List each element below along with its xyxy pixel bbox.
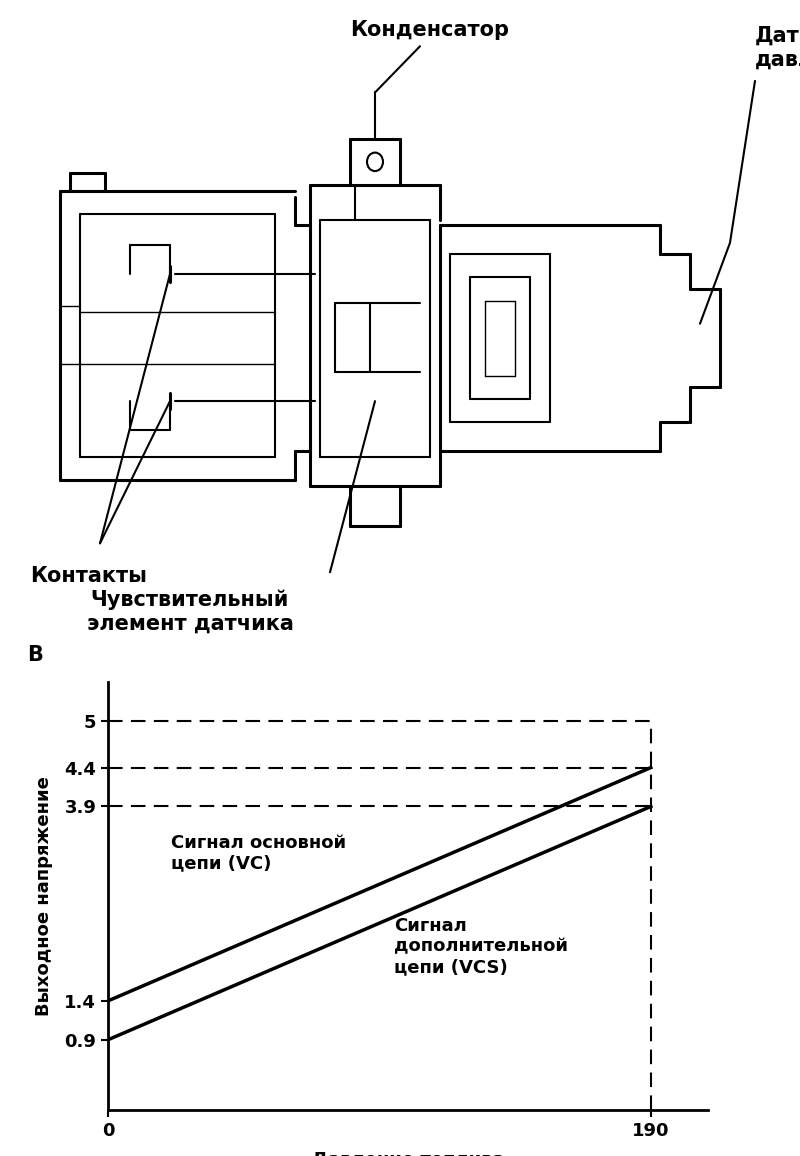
Text: Сигнал основной
цепи (VC): Сигнал основной цепи (VC): [171, 833, 346, 873]
Text: Конденсатор: Конденсатор: [350, 21, 510, 40]
Text: В: В: [27, 645, 43, 665]
Text: Сигнал
дополнительной
цепи (VCS): Сигнал дополнительной цепи (VCS): [394, 917, 568, 977]
Text: Датчик
давления: Датчик давления: [755, 27, 800, 69]
Text: Контакты: Контакты: [30, 566, 147, 586]
Y-axis label: Выходное напряжение: Выходное напряжение: [35, 776, 54, 1016]
X-axis label: Давление топлива: Давление топлива: [312, 1150, 504, 1156]
Text: Чувствительный
элемент датчика: Чувствительный элемент датчика: [86, 590, 294, 633]
